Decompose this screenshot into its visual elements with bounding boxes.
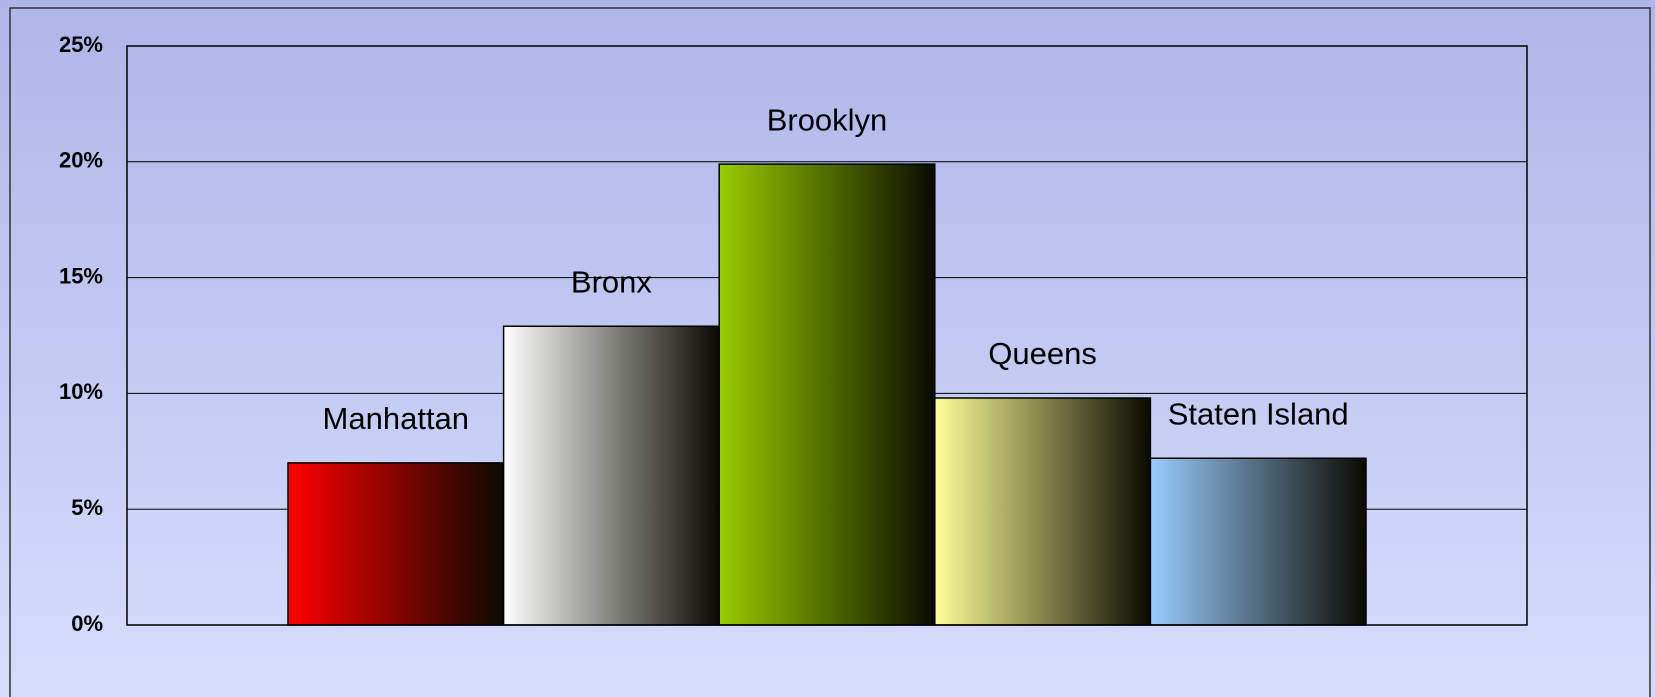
y-tick-label: 25% xyxy=(59,32,103,57)
y-tick-label: 0% xyxy=(71,611,103,636)
series-label: Staten Island xyxy=(1168,396,1349,431)
plot-border xyxy=(126,45,1528,626)
bar xyxy=(1149,457,1367,626)
bar xyxy=(718,163,936,626)
bar xyxy=(934,397,1152,626)
y-tick-label: 10% xyxy=(59,379,103,404)
series-label: Bronx xyxy=(571,264,652,299)
y-tick-label: 15% xyxy=(59,263,103,288)
bar xyxy=(502,325,720,626)
y-tick-label: 5% xyxy=(71,495,103,520)
series-label: Manhattan xyxy=(323,401,470,436)
series-label: Queens xyxy=(988,336,1097,371)
frame xyxy=(9,7,1651,697)
series-label: Brooklyn xyxy=(767,102,888,137)
bar xyxy=(287,462,505,626)
y-tick-label: 20% xyxy=(59,148,103,173)
